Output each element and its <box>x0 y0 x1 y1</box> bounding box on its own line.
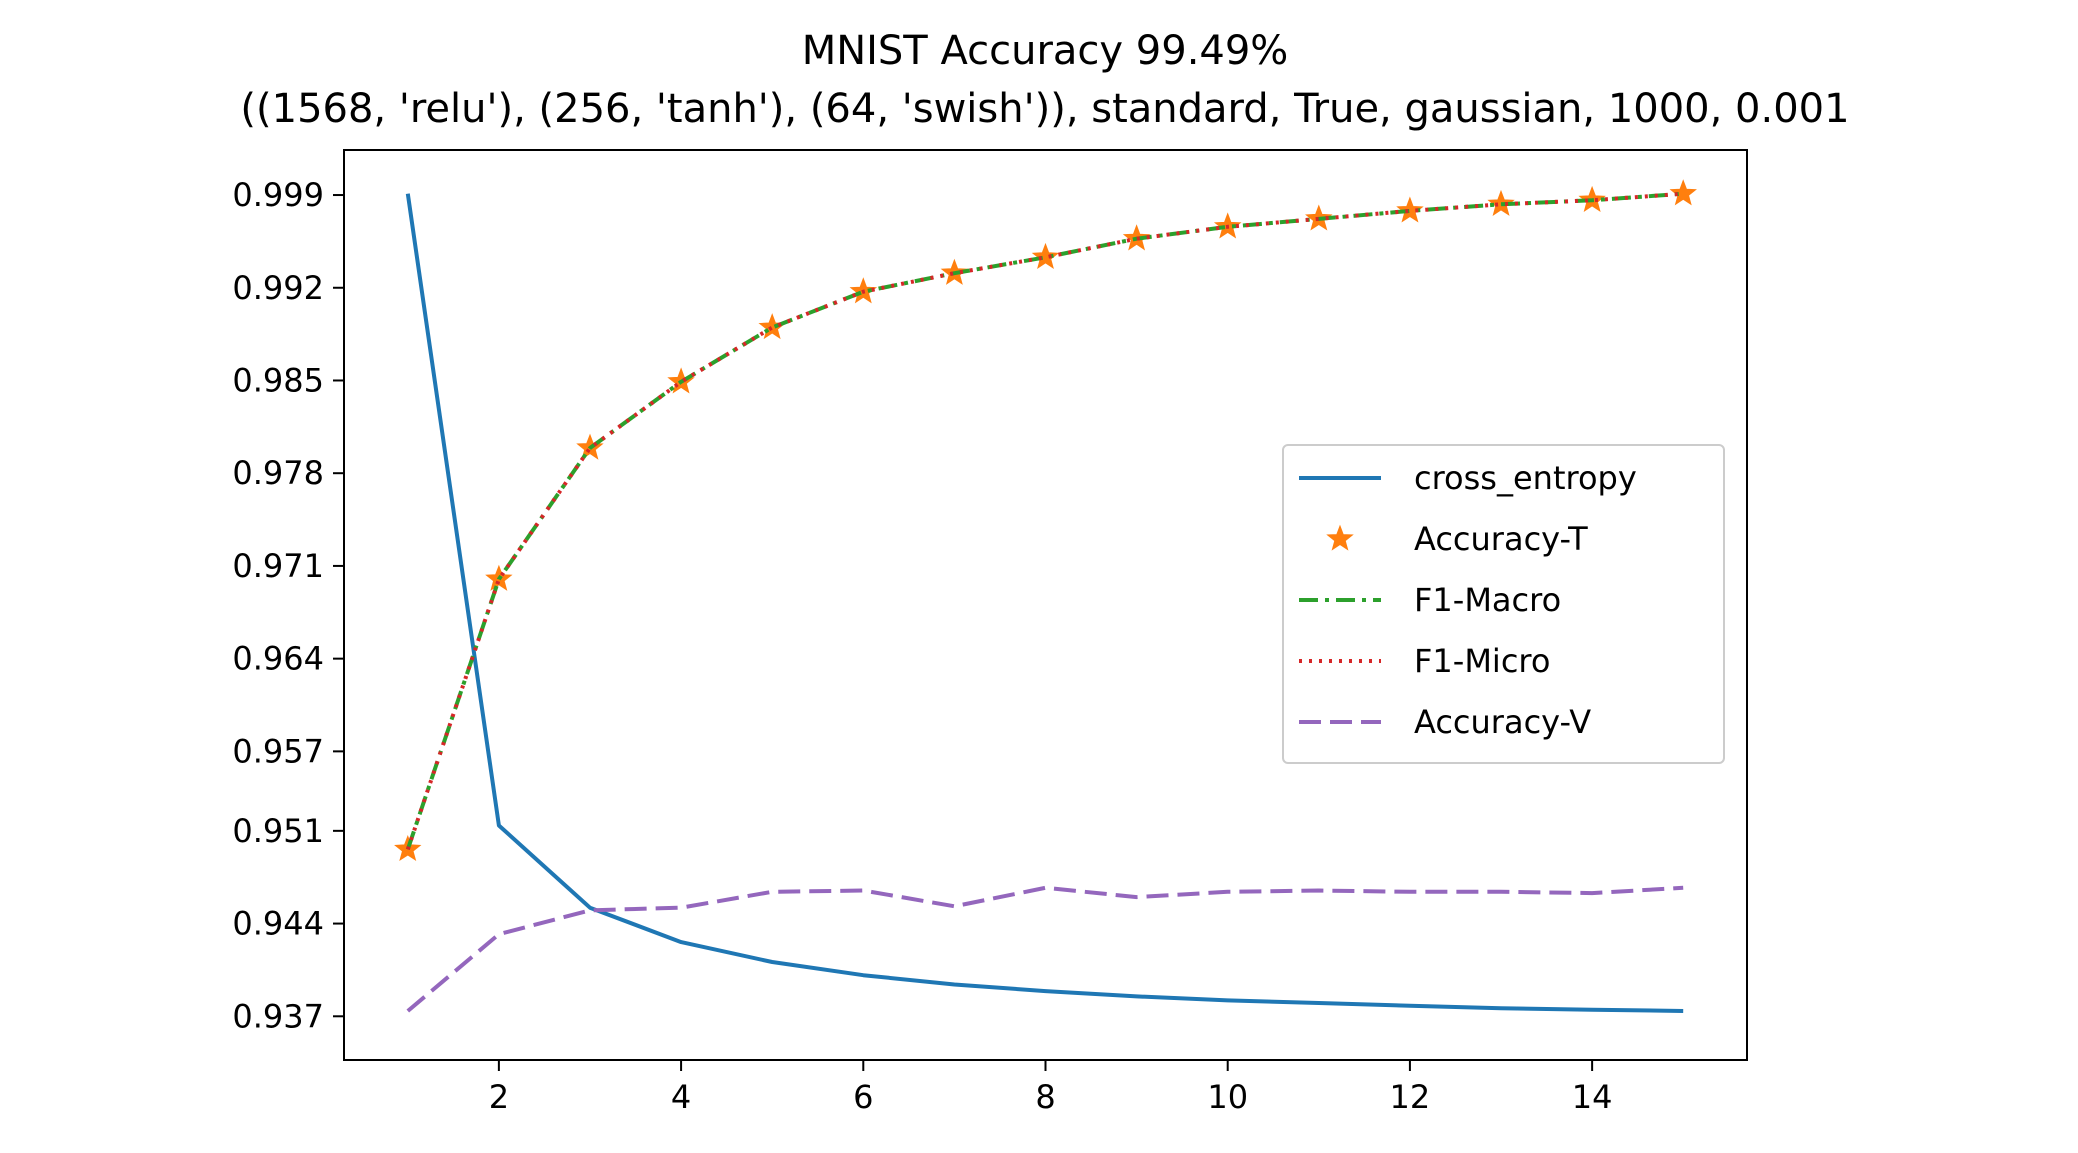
x-tick-label: 14 <box>1572 1078 1613 1116</box>
point-accuracy-t-15 <box>1669 179 1697 206</box>
y-tick-label: 0.951 <box>232 812 324 850</box>
legend-label-cross-entropy: cross_entropy <box>1414 459 1637 497</box>
x-tick-label: 12 <box>1390 1078 1431 1116</box>
legend-marker-accuracy-t <box>1326 524 1354 551</box>
y-tick-label: 0.978 <box>232 454 324 492</box>
legend: cross_entropy Accuracy-T F1-Macro F1-Micro A… <box>1282 444 1725 764</box>
y-tick-label: 0.971 <box>232 547 324 585</box>
y-tick-label: 0.957 <box>232 732 324 770</box>
legend-label-f1-macro: F1-Macro <box>1414 581 1561 619</box>
x-tick-label: 8 <box>1035 1078 1055 1116</box>
y-tick-label: 0.944 <box>232 905 324 943</box>
point-accuracy-t-8 <box>1031 242 1060 269</box>
x-tick-label: 2 <box>489 1078 509 1116</box>
series-line-f1-micro <box>405 191 1684 851</box>
legend-label-accuracy-v: Accuracy-V <box>1414 703 1591 741</box>
y-tick-label: 0.999 <box>232 176 324 214</box>
x-tick-label: 10 <box>1207 1078 1248 1116</box>
x-tick-label: 4 <box>671 1078 691 1116</box>
y-tick-label: 0.964 <box>232 640 324 678</box>
x-tick-label: 6 <box>853 1078 873 1116</box>
y-tick-label: 0.992 <box>232 269 324 307</box>
series-line-accuracy-v <box>406 885 1684 1013</box>
legend-label-accuracy-t: Accuracy-T <box>1414 520 1588 558</box>
y-tick-label: 0.985 <box>232 361 324 399</box>
point-accuracy-t-12 <box>1396 196 1424 223</box>
axis-ticks: 2 4 6 8 10 12 14 0.937 0.944 0.951 0.957 0.964 0.971… <box>232 176 1612 1116</box>
series-line-cross-entropy <box>405 193 1684 1013</box>
legend-label-f1-micro: F1-Micro <box>1414 642 1550 680</box>
chart-subtitle: ((1568, 'relu'), (256, 'tanh'), (64, 'sw… <box>240 86 1849 132</box>
y-tick-label: 0.937 <box>232 997 324 1035</box>
plot-area <box>394 179 1697 1013</box>
chart-title: MNIST Accuracy 99.49% <box>802 28 1289 74</box>
legend-box <box>1282 444 1725 764</box>
